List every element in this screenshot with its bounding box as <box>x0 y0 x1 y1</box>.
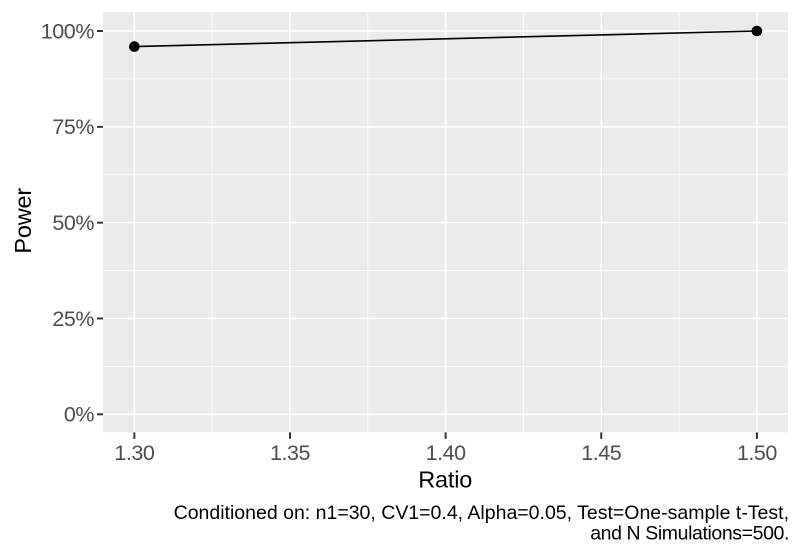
svg-text:100%: 100% <box>41 19 95 43</box>
svg-text:1.50: 1.50 <box>737 441 778 465</box>
svg-text:and N Simulations=500.: and N Simulations=500. <box>590 523 789 545</box>
svg-text:1.35: 1.35 <box>270 441 311 465</box>
svg-text:1.40: 1.40 <box>426 441 467 465</box>
svg-text:75%: 75% <box>52 115 94 139</box>
svg-text:Ratio: Ratio <box>418 466 472 492</box>
svg-text:Power: Power <box>10 188 36 254</box>
svg-text:Conditioned on: n1=30, CV1=0.4: Conditioned on: n1=30, CV1=0.4, Alpha=0.… <box>174 502 789 524</box>
svg-text:1.45: 1.45 <box>581 441 622 465</box>
svg-text:0%: 0% <box>64 403 95 427</box>
svg-text:1.30: 1.30 <box>114 441 155 465</box>
svg-text:25%: 25% <box>52 307 94 331</box>
svg-text:50%: 50% <box>52 211 94 235</box>
